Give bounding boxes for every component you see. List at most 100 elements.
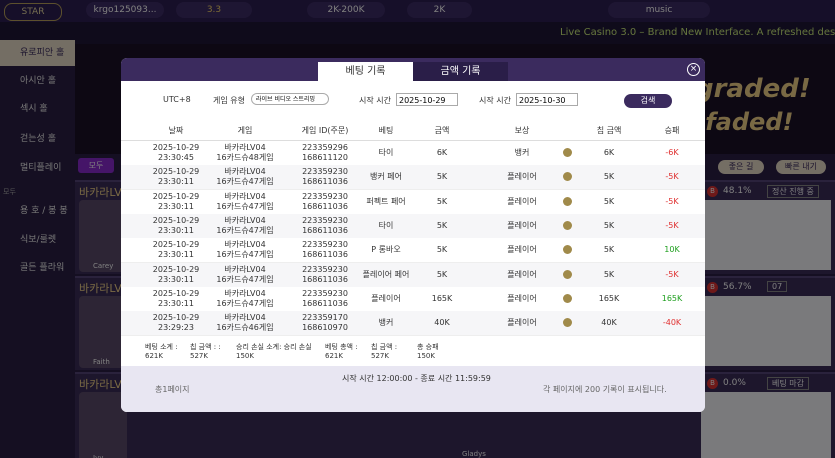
- table-cell: -5K: [665, 269, 679, 279]
- column-header: 날짜: [168, 126, 184, 135]
- result-icon[interactable]: [563, 172, 572, 182]
- table-cell: 5K: [436, 220, 448, 230]
- table-cell: 5K: [436, 245, 448, 255]
- table-cell: -5K: [665, 172, 679, 182]
- table-cell: 바카라LV04: [224, 264, 266, 274]
- result-icon[interactable]: [563, 293, 572, 303]
- table-cell: 168611120: [302, 153, 348, 162]
- table-cell: 바카라LV04: [224, 313, 266, 323]
- tab[interactable]: 금액 기록: [413, 62, 508, 81]
- table-cell: 플레이어: [507, 172, 537, 182]
- result-icon[interactable]: [563, 269, 572, 279]
- table-cell: -40K: [662, 318, 682, 328]
- table-cell: 바카라LV04: [224, 143, 266, 152]
- table-cell: 223359230: [302, 240, 348, 250]
- per-page: 각 페이지에 200 기록이 표시됩니다.: [543, 385, 667, 394]
- table-cell: 16카드슈47게임: [216, 274, 274, 284]
- summary-value: 621K: [325, 352, 343, 360]
- table-cell: 5K: [436, 196, 448, 206]
- summary-label: 베팅 총액 :: [325, 343, 358, 351]
- table-cell: 뱅커: [378, 318, 394, 328]
- table-row: [121, 262, 705, 288]
- column-header: 칩 금액: [596, 126, 622, 135]
- table-cell: 40K: [434, 318, 450, 328]
- summary-label: 칩 금액 : :: [190, 343, 221, 351]
- close-button[interactable]: ×: [687, 63, 700, 76]
- table-cell: 168611036: [302, 298, 348, 308]
- result-icon[interactable]: [563, 318, 572, 328]
- table-cell: 223359230: [302, 191, 348, 201]
- table-cell: 40K: [601, 318, 617, 328]
- modal-header: 베팅 기록 금액 기록 ×: [121, 58, 705, 81]
- table-cell: 23:30:45: [158, 153, 194, 162]
- table-cell: 5K: [603, 196, 615, 206]
- table-cell: 플레이어: [507, 318, 537, 328]
- summary-label: 총 승패: [417, 343, 439, 351]
- table-cell: 16카드슈47게임: [216, 201, 274, 211]
- table-cell: 23:30:11: [158, 274, 194, 284]
- table-cell: 223359230: [302, 288, 348, 298]
- table-cell: 10K: [664, 245, 680, 255]
- table-row: [121, 311, 705, 337]
- table-row: [121, 165, 705, 191]
- table-cell: 뱅커 페어: [370, 172, 402, 182]
- result-icon[interactable]: [563, 148, 572, 157]
- filter-label: 시작 시간: [479, 96, 511, 105]
- table-cell: 5K: [603, 220, 615, 230]
- table-cell: 16카드슈47게임: [216, 298, 274, 308]
- end-date[interactable]: 2025-10-30: [516, 93, 578, 106]
- timezone: UTC+8: [163, 95, 191, 104]
- summary-label: 칩 금액 :: [371, 343, 398, 351]
- result-icon[interactable]: [563, 196, 572, 206]
- summary-label: 베팅 소계 :: [145, 343, 178, 351]
- search-button[interactable]: 검색: [624, 94, 672, 108]
- summary-value: 621K: [145, 352, 163, 360]
- summary-value: 150K: [236, 352, 254, 360]
- result-icon[interactable]: [563, 220, 572, 230]
- column-header: 금액: [434, 126, 450, 135]
- table-cell: 168610970: [302, 323, 348, 333]
- time-range: 시작 시간 12:00:00 - 종료 시간 11:59:59: [342, 374, 491, 383]
- table-cell: 2025-10-29: [152, 264, 200, 274]
- table-cell: 168611036: [302, 201, 348, 211]
- table-cell: -5K: [665, 196, 679, 206]
- table-cell: 바카라LV04: [224, 215, 266, 225]
- table-cell: 23:30:11: [158, 225, 194, 235]
- table-cell: 23:29:23: [158, 323, 194, 333]
- column-header: 승패: [664, 126, 680, 135]
- table-cell: 223359230: [302, 167, 348, 177]
- result-icon[interactable]: [563, 245, 572, 255]
- table-cell: 뱅커: [514, 148, 530, 157]
- table-cell: 6K: [603, 148, 615, 157]
- table-cell: 168611036: [302, 225, 348, 235]
- table-cell: 플레이어: [507, 245, 537, 255]
- table-cell: 플레이어: [507, 196, 537, 206]
- table-cell: 223359230: [302, 215, 348, 225]
- table-cell: 바카라LV04: [224, 288, 266, 298]
- table-cell: 168611036: [302, 177, 348, 187]
- column-header: 보상: [514, 126, 530, 135]
- table-cell: 2025-10-29: [152, 191, 200, 201]
- table-cell: 168611036: [302, 250, 348, 260]
- table-cell: 2025-10-29: [152, 313, 200, 323]
- page-count: 총1페이지: [155, 385, 190, 394]
- table-cell: 6K: [436, 148, 448, 157]
- table-cell: 플레이어 페어: [362, 269, 410, 279]
- column-header: 게임 ID(주문): [301, 126, 349, 135]
- table-cell: 5K: [436, 269, 448, 279]
- table-cell: 5K: [436, 172, 448, 182]
- tab[interactable]: 베팅 기록: [318, 62, 413, 81]
- table-cell: 16카드슈46게임: [216, 323, 274, 333]
- history-modal: 베팅 기록 금액 기록 × UTC+8 게임 유형 라이브 비디오 스트리밍 시…: [121, 58, 705, 412]
- table-cell: 2025-10-29: [152, 288, 200, 298]
- table-header: [121, 120, 705, 141]
- game-type-select[interactable]: 라이브 비디오 스트리밍: [251, 93, 329, 105]
- modal-footer: 시작 시간 12:00:00 - 종료 시간 11:59:59 총1페이지 각 …: [121, 366, 705, 412]
- table-cell: 23:30:11: [158, 177, 194, 187]
- start-date[interactable]: 2025-10-29: [396, 93, 458, 106]
- table-cell: 165K: [661, 293, 683, 303]
- table-row: [121, 189, 705, 215]
- table-cell: 168611036: [302, 274, 348, 284]
- table-cell: 2025-10-29: [152, 240, 200, 250]
- summary-label: 승리 손실 소계: 승리 손실: [236, 343, 312, 351]
